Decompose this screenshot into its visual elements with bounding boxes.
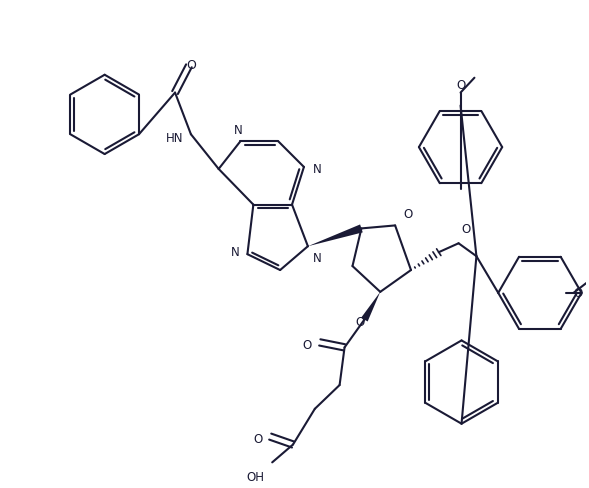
Text: HN: HN <box>166 131 183 144</box>
Text: O: O <box>403 208 412 221</box>
Text: O: O <box>462 223 471 236</box>
Text: O: O <box>356 315 365 328</box>
Text: O: O <box>303 338 312 351</box>
Text: N: N <box>234 124 243 137</box>
Text: N: N <box>313 252 322 264</box>
Text: O: O <box>456 79 465 92</box>
Text: O: O <box>574 287 583 300</box>
Text: N: N <box>313 163 322 176</box>
Text: O: O <box>253 432 262 445</box>
Text: OH: OH <box>246 470 264 483</box>
Text: N: N <box>231 245 240 258</box>
Polygon shape <box>308 225 363 247</box>
Polygon shape <box>361 292 380 322</box>
Text: O: O <box>186 59 196 72</box>
